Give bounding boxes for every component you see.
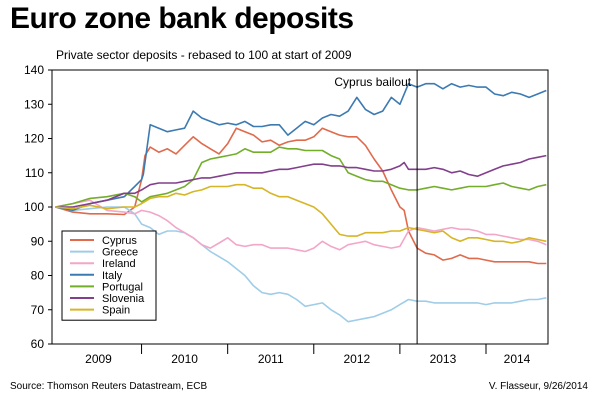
legend-label-cyprus: Cyprus: [102, 235, 137, 247]
legend-label-greece: Greece: [102, 247, 138, 259]
x-tick-label: 2012: [343, 352, 370, 366]
credit-note: V. Flasseur, 9/26/2014: [488, 381, 588, 392]
series-line-cyprus: [55, 127, 547, 265]
y-tick-label: 80: [31, 269, 45, 283]
legend-label-ireland: Ireland: [102, 258, 136, 270]
chart-subtitle: Private sector deposits - rebased to 100…: [56, 48, 352, 62]
series-line-spain: [55, 183, 547, 244]
chart-title: Euro zone bank deposits: [10, 2, 354, 35]
x-tick-label: 2013: [430, 352, 457, 366]
series-line-portugal: [55, 146, 547, 208]
axes: 60 70 80 90 100 110 120 130 140 2009 2010 2011 2012 2…: [24, 63, 549, 366]
y-tick-label: 90: [31, 234, 45, 248]
series-layer: [55, 82, 547, 323]
legend-label-slovenia: Slovenia: [102, 293, 145, 305]
legend: CyprusGreeceIrelandItalyPortugalSlovenia…: [61, 230, 157, 321]
y-tick-label: 70: [31, 303, 45, 317]
series-line-slovenia: [55, 154, 547, 208]
annotation-layer: Cyprus bailout: [334, 70, 418, 344]
legend-label-italy: Italy: [102, 270, 123, 282]
series-line-italy: [55, 82, 547, 212]
source-note: Source: Thomson Reuters Datastream, ECB: [10, 381, 208, 392]
series-line-greece: [55, 206, 547, 323]
y-tick-label: 120: [24, 132, 44, 146]
x-tick-label: 2011: [258, 352, 284, 366]
series-line-ireland: [55, 199, 547, 253]
legend-label-spain: Spain: [102, 305, 130, 317]
x-tick-label: 2014: [504, 352, 531, 366]
x-tick-label: 2009: [85, 352, 112, 366]
legend-label-portugal: Portugal: [102, 281, 143, 293]
y-tick-label: 110: [25, 166, 44, 180]
y-tick-label: 130: [24, 97, 44, 111]
y-tick-label: 140: [24, 63, 44, 77]
y-tick-label: 100: [24, 200, 44, 214]
x-tick-label: 2010: [171, 352, 198, 366]
annotation-label: Cyprus bailout: [334, 75, 411, 89]
y-tick-label: 60: [31, 337, 45, 351]
